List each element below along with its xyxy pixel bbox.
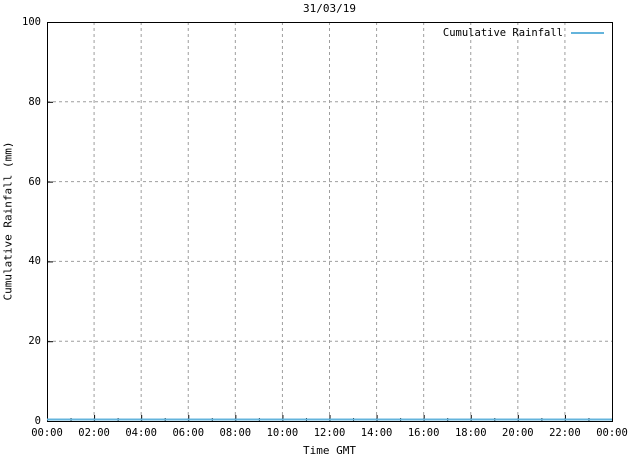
plot-border xyxy=(47,22,613,422)
x-tick-label: 14:00 xyxy=(360,427,393,439)
x-tick-label: 08:00 xyxy=(219,427,252,439)
x-tick-label: 10:00 xyxy=(266,427,299,439)
x-tick-label: 04:00 xyxy=(125,427,157,439)
y-tick-label: 40 xyxy=(28,255,41,268)
y-tick-label: 0 xyxy=(34,415,41,427)
x-axis-title: Time GMT xyxy=(303,444,356,457)
x-tick-label: 16:00 xyxy=(407,427,440,439)
y-tick-label: 60 xyxy=(28,175,41,188)
x-tick-label: 20:00 xyxy=(502,427,534,439)
x-tick-label: 00:00 xyxy=(596,427,628,439)
y-tick-label: 100 xyxy=(22,16,41,28)
x-tick-label: 18:00 xyxy=(454,427,487,439)
legend-line-swatch xyxy=(571,32,604,34)
x-tick-label: 22:00 xyxy=(549,427,581,439)
legend-label: Cumulative Rainfall xyxy=(442,27,563,39)
chart-title: 31/03/19 xyxy=(303,2,356,15)
y-tick-label: 20 xyxy=(28,335,41,348)
x-tick-label: 12:00 xyxy=(313,427,346,439)
legend: Cumulative Rainfall xyxy=(443,27,604,39)
x-tick-label: 06:00 xyxy=(172,427,205,439)
x-tick-label: 02:00 xyxy=(78,427,110,439)
y-tick-label: 80 xyxy=(28,95,41,108)
x-tick-label: 00:00 xyxy=(31,427,63,439)
